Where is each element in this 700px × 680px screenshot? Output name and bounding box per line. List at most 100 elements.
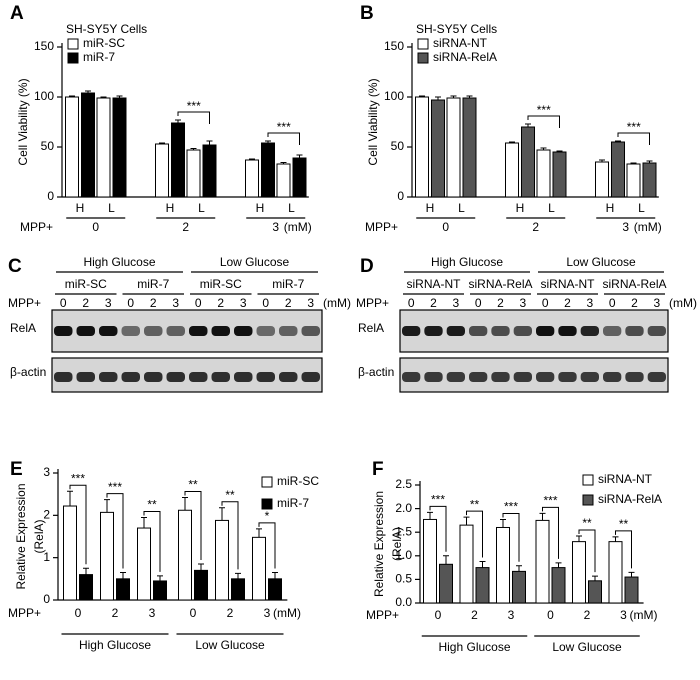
bar: [171, 122, 185, 198]
x-unit: (mM): [630, 608, 658, 622]
error-bar: [100, 96, 107, 98]
error-bar: [157, 575, 163, 581]
group-label: 3: [622, 220, 629, 234]
significance-label: ***: [108, 480, 122, 494]
error-bar: [646, 160, 653, 163]
significance-bracket: [466, 510, 483, 558]
error-bar: [280, 162, 287, 164]
y-tick-label: 2: [43, 508, 50, 522]
bar: [261, 142, 275, 198]
error-bar: [427, 511, 433, 520]
blot-band: [536, 372, 555, 382]
group-label: Low Glucose: [552, 640, 622, 654]
blot-band: [402, 372, 421, 382]
legend-label: siRNA-NT: [598, 472, 653, 486]
significance-bracket: [578, 529, 596, 573]
error-bar: [104, 499, 110, 513]
dose-label: 2: [150, 296, 157, 310]
dose-label: 2: [430, 296, 437, 310]
blot-band: [234, 326, 253, 336]
group-label: 2: [532, 220, 539, 234]
significance-bracket: [106, 493, 124, 569]
blot-band: [536, 326, 555, 336]
error-bar: [175, 119, 181, 123]
group-label: miR-SC: [65, 277, 107, 291]
dose-label: 0: [475, 296, 482, 310]
bar: [595, 161, 609, 198]
significance-label: **: [225, 488, 235, 502]
blot-band: [469, 372, 488, 382]
x-tick-label: 2: [227, 606, 234, 620]
x-unit: (mM): [284, 220, 312, 234]
blot-band: [580, 372, 599, 382]
panel-letter: D: [360, 256, 374, 277]
bar: [551, 567, 566, 604]
dose-label: 2: [217, 296, 224, 310]
bar: [231, 578, 245, 601]
bar: [292, 157, 307, 198]
bar: [459, 524, 474, 604]
y-tick-label: 150: [384, 39, 404, 53]
group-label: miR-SC: [200, 277, 242, 291]
error-bar: [509, 141, 515, 143]
condition-label: Low Glucose: [220, 255, 290, 269]
x-tick-label: L: [198, 201, 205, 215]
x-tick-label: H: [256, 201, 265, 215]
bar: [431, 99, 445, 198]
error-bar: [116, 95, 123, 98]
legend-label: miR-SC: [83, 36, 125, 50]
y-tick-label: 0: [397, 189, 404, 203]
bar: [535, 519, 550, 604]
blot-band: [121, 372, 140, 382]
bar: [79, 574, 93, 601]
dose-label: 3: [307, 296, 314, 310]
y-tick-label: 2.5: [395, 477, 412, 491]
bar: [215, 519, 229, 601]
y-tick-label: 0: [43, 592, 50, 606]
x-tick-label: 0: [435, 608, 442, 622]
error-bar: [69, 95, 75, 97]
x-axis-label: MPP+: [366, 608, 399, 622]
significance-label: ***: [277, 120, 291, 134]
dose-label: 3: [240, 296, 247, 310]
x-tick-label: 2: [471, 608, 478, 622]
blot-band: [647, 372, 666, 382]
blot-band: [99, 326, 118, 336]
dose-label: 3: [105, 296, 112, 310]
error-bar: [612, 536, 619, 542]
significance-bracket: [267, 132, 300, 145]
y-tick-label: 0.5: [395, 572, 412, 586]
panel-letter: F: [372, 459, 384, 480]
bar: [178, 509, 192, 601]
x-tick-label: L: [108, 201, 115, 215]
group-label: siRNA-RelA: [468, 277, 532, 291]
blot-row-label: RelA: [10, 321, 36, 335]
legend-label: miR-7: [83, 50, 115, 64]
significance-label: **: [619, 517, 629, 531]
error-bar: [67, 490, 73, 507]
dose-label: 0: [195, 296, 202, 310]
blot-band: [424, 326, 443, 336]
error-bar: [466, 95, 473, 98]
significance-bracket: [502, 512, 520, 562]
dose-label: 0: [542, 296, 549, 310]
y-tick-label: 2.0: [395, 501, 412, 515]
condition-label: High Glucose: [83, 255, 155, 269]
bar: [112, 97, 127, 198]
x-tick-label: H: [426, 201, 435, 215]
group-label: High Glucose: [438, 640, 510, 654]
error-bar: [500, 518, 506, 528]
y-tick-label: 1.5: [395, 524, 412, 538]
y-tick-label: 0.0: [395, 595, 412, 609]
blot-band: [603, 372, 622, 382]
error-bar: [435, 96, 441, 100]
blot-band: [211, 326, 230, 336]
dose-label: 3: [586, 296, 593, 310]
dose-label: 3: [653, 296, 660, 310]
group-label: 0: [92, 220, 99, 234]
significance-bracket: [542, 506, 559, 559]
bar: [423, 518, 437, 604]
error-bar: [296, 154, 303, 158]
significance-bracket: [429, 505, 447, 552]
group-label: High Glucose: [79, 638, 151, 652]
